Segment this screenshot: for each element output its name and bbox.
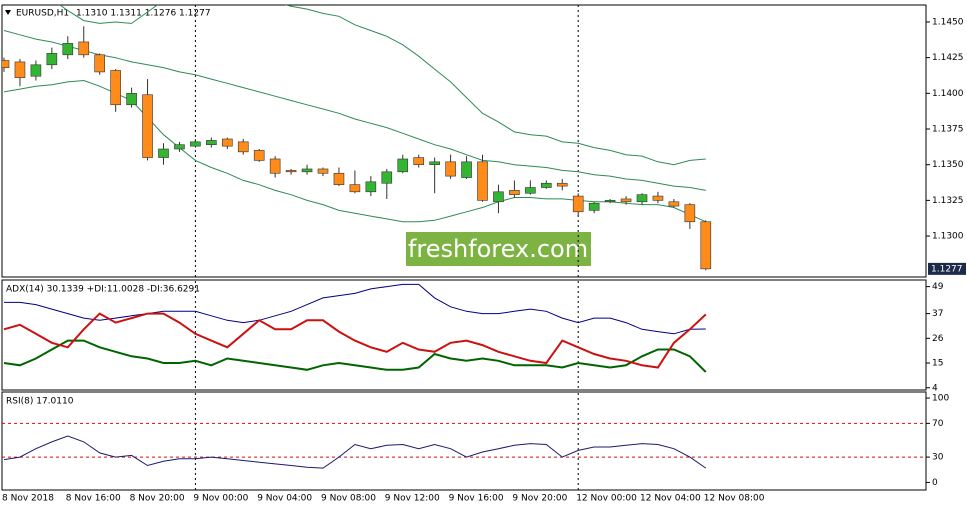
x-tick-label: 12 Nov 00:00: [576, 494, 637, 504]
candle-body: [142, 94, 153, 158]
candle-body: [206, 140, 217, 146]
y-tick-label: 15: [932, 359, 943, 369]
ohlc-text: 1.1310 1.1311 1.1276 1.1277: [76, 9, 211, 19]
candle-body: [349, 184, 361, 193]
candle-body: [46, 53, 58, 66]
x-tick-label: 8 Nov 2018: [2, 494, 54, 504]
x-tick-label: 8 Nov 16:00: [66, 494, 121, 504]
x-tick-label: 8 Nov 20:00: [130, 494, 185, 504]
rsi-panel: [1, 391, 927, 491]
candle-body: [317, 168, 329, 174]
candle-body: [604, 200, 616, 203]
y-tick-label: 1.1300: [932, 232, 964, 242]
candle-body: [78, 41, 90, 56]
bollinger-band: [3, 30, 706, 191]
candle-body: [429, 161, 440, 165]
x-tick-label: 9 Nov 12:00: [385, 494, 440, 504]
candle-body: [556, 182, 568, 187]
y-tick-label: 1.1450: [932, 17, 964, 27]
watermark: freshforex.com: [408, 235, 588, 263]
candle-body: [110, 70, 121, 106]
menu-arrow: [5, 10, 11, 15]
last-price-box: [928, 262, 966, 275]
chart-title: EURUSD,H1: [16, 9, 69, 19]
candle-body: [126, 93, 137, 106]
candle-body: [365, 181, 377, 193]
y-tick-label: 1.1375: [932, 125, 964, 135]
candle-body: [477, 161, 488, 201]
candle-body: [381, 171, 393, 184]
candle-body: [700, 221, 712, 270]
candle-body: [14, 61, 26, 78]
x-tick-label: 9 Nov 04:00: [257, 494, 312, 504]
candle-body: [525, 187, 536, 194]
candle-body: [652, 195, 664, 201]
indicator-line: [3, 435, 707, 469]
candle-body: [540, 182, 552, 188]
candle-body: [94, 54, 105, 73]
y-tick-label: 70: [932, 419, 944, 429]
y-tick-label: 37: [932, 309, 943, 319]
indicator-line: [3, 312, 707, 369]
adx-title: ADX(14) 30.1339 +DI:11.0028 -DI:36.6291: [6, 285, 200, 295]
adx-panel: [1, 279, 927, 391]
candle-body: [2, 60, 10, 68]
candle-body: [461, 161, 472, 178]
candle-body: [158, 148, 169, 158]
y-tick-label: 0: [932, 478, 938, 488]
y-tick-label: 1.1350: [932, 160, 964, 170]
x-tick-label: 9 Nov 00:00: [193, 494, 248, 504]
y-tick-label: 1.1325: [932, 196, 964, 206]
candle-body: [397, 158, 409, 173]
bollinger-band: [3, 79, 707, 223]
candle-body: [684, 204, 696, 223]
indicator-line: [3, 339, 707, 373]
last-price-label: 1.1277: [931, 264, 963, 274]
candle-body: [668, 201, 680, 207]
indicator-line: [4, 283, 706, 335]
candle-body: [190, 141, 201, 147]
candle-body: [636, 194, 648, 203]
y-tick-label: 26: [932, 334, 944, 344]
candle-body: [493, 191, 504, 203]
rsi-title: RSI(8) 17.0110: [6, 397, 74, 407]
main-panel: [1, 4, 927, 278]
candle-body: [333, 172, 345, 185]
y-tick-label: 1.1425: [932, 53, 964, 63]
candle-body: [62, 43, 74, 56]
candle-body: [572, 195, 584, 213]
y-tick-label: 49: [932, 282, 944, 292]
candle-body: [509, 190, 520, 195]
candle-body: [413, 157, 425, 165]
watermark-box: [406, 232, 591, 266]
y-tick-label: 1.1400: [932, 89, 964, 99]
candle-body: [237, 141, 249, 153]
candle-body: [301, 168, 313, 173]
y-tick-label: 4: [932, 383, 938, 393]
x-tick-label: 12 Nov 04:00: [640, 494, 701, 504]
y-tick-label: 100: [932, 394, 949, 404]
candle-body: [620, 198, 632, 203]
x-tick-label: 9 Nov 16:00: [449, 494, 504, 504]
candle-body: [253, 150, 265, 161]
x-tick-label: 9 Nov 20:00: [512, 494, 567, 504]
candle-body: [445, 161, 456, 177]
bollinger-band: [59, 5, 706, 166]
x-tick-label: 12 Nov 08:00: [704, 494, 765, 504]
y-tick-label: 30: [932, 453, 944, 463]
candle-body: [285, 170, 297, 173]
candle-body: [588, 202, 600, 211]
x-tick-label: 9 Nov 08:00: [321, 494, 376, 504]
candle-body: [174, 144, 185, 150]
candle-body: [30, 64, 42, 77]
candle-body: [222, 138, 233, 147]
candle-body: [269, 158, 281, 174]
